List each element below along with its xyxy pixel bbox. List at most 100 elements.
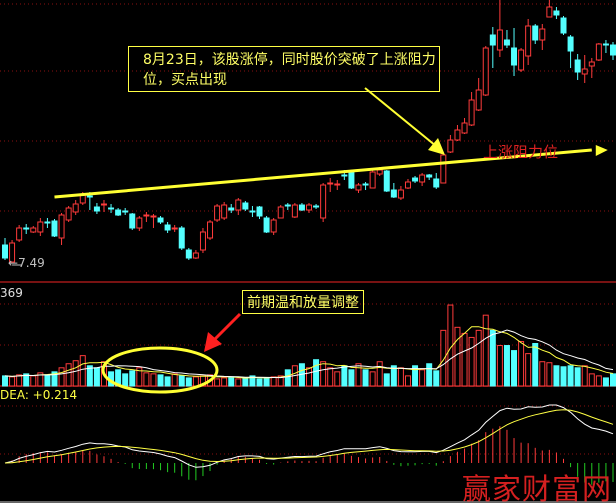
volume-bar	[503, 345, 510, 387]
candle-down	[532, 25, 539, 41]
candle-up	[327, 182, 334, 185]
volume-bar	[242, 377, 249, 387]
candle-up	[16, 227, 23, 241]
candle-down	[362, 183, 369, 186]
candle-up	[100, 203, 107, 206]
candle-up	[539, 28, 546, 41]
volume-bar	[369, 371, 376, 387]
volume-bar	[419, 369, 426, 387]
volume-bar	[461, 332, 468, 387]
low-price-label: ←7.49	[8, 256, 45, 270]
volume-bar	[567, 365, 574, 387]
volume-bar	[79, 355, 86, 387]
candle-up	[546, 6, 553, 18]
breakout-annotation: 8月23日，该股涨停，同时股价突破了上涨阻力位，买点出现	[128, 46, 440, 92]
volume-bar	[44, 374, 51, 387]
volume-bar	[192, 376, 199, 387]
volume-bar	[235, 378, 242, 387]
candle-down	[610, 44, 616, 56]
volume-bar	[327, 367, 334, 387]
volume-bar	[574, 367, 581, 387]
volume-bar	[532, 343, 539, 387]
candle-down	[511, 47, 518, 66]
volume-bar	[122, 373, 129, 387]
volume-bar	[129, 370, 136, 387]
candle-up	[581, 68, 588, 75]
volume-bar	[525, 353, 532, 387]
volume-bar	[355, 363, 362, 387]
candle-up	[518, 49, 525, 71]
candle-up	[334, 183, 341, 186]
candle-up	[30, 227, 37, 233]
volume-bar	[362, 369, 369, 387]
volume-bar	[157, 374, 164, 387]
volume-bar	[270, 376, 277, 387]
volume-annotation: 前期温和放量调整	[242, 290, 364, 314]
volume-arrowhead-icon	[204, 332, 222, 352]
volume-bar	[383, 373, 390, 387]
candle-down	[122, 210, 129, 213]
candle-down	[256, 206, 263, 217]
candle-up	[369, 171, 376, 189]
volume-bar	[511, 350, 518, 387]
candle-up	[447, 139, 454, 153]
volume-bar	[376, 361, 383, 387]
volume-bar	[341, 365, 348, 387]
volume-bar	[58, 367, 65, 387]
candle-up	[214, 205, 221, 221]
volume-bar	[468, 336, 475, 387]
candle-down	[489, 34, 496, 46]
resistance-trend-line	[54, 148, 592, 199]
volume-bar	[610, 373, 616, 387]
candle-up	[588, 61, 595, 67]
volume-bar	[489, 329, 496, 387]
volume-bar	[228, 376, 235, 387]
candle-up	[270, 219, 277, 233]
candle-down	[185, 249, 192, 259]
candle-down	[157, 217, 164, 223]
candle-up	[496, 29, 503, 51]
candle-up	[199, 231, 206, 251]
volume-bar	[214, 378, 221, 387]
volume-bar	[581, 365, 588, 387]
candle-down	[93, 206, 100, 212]
volume-bar	[150, 373, 157, 387]
volume-bar	[16, 374, 23, 387]
low-price-value: 7.49	[18, 256, 45, 270]
volume-bar	[306, 367, 312, 387]
volume-bar	[426, 363, 433, 387]
breakout-arrowhead-icon	[428, 138, 445, 155]
candle-up	[192, 252, 199, 259]
volume-bar	[9, 376, 16, 387]
candle-down	[242, 202, 249, 210]
candle-up	[171, 227, 178, 230]
candle-down	[390, 189, 397, 198]
candle-down	[108, 207, 115, 210]
candle-down	[115, 209, 122, 216]
volume-bar	[496, 345, 503, 387]
volume-bar	[588, 373, 595, 387]
candle-up	[454, 129, 461, 141]
volume-arrow-line	[212, 312, 242, 342]
volume-bar	[263, 377, 270, 387]
volume-bar	[143, 372, 150, 387]
volume-bar	[23, 373, 30, 387]
volume-bar	[136, 367, 143, 387]
candle-up	[58, 214, 65, 239]
volume-bar	[171, 373, 178, 387]
volume-bar	[2, 375, 8, 387]
macd-dea-line	[4, 409, 614, 464]
volume-bar	[348, 369, 355, 387]
volume-bar	[602, 377, 609, 387]
candle-up	[419, 174, 426, 183]
volume-bar	[412, 365, 419, 387]
candle-up	[65, 207, 72, 221]
volume-bar	[320, 361, 327, 387]
volume-bar	[93, 367, 100, 387]
volume-bar	[475, 329, 482, 387]
candle-up	[306, 204, 312, 211]
candle-up	[291, 204, 298, 218]
candle-up	[136, 217, 143, 229]
volume-bar	[539, 361, 546, 387]
